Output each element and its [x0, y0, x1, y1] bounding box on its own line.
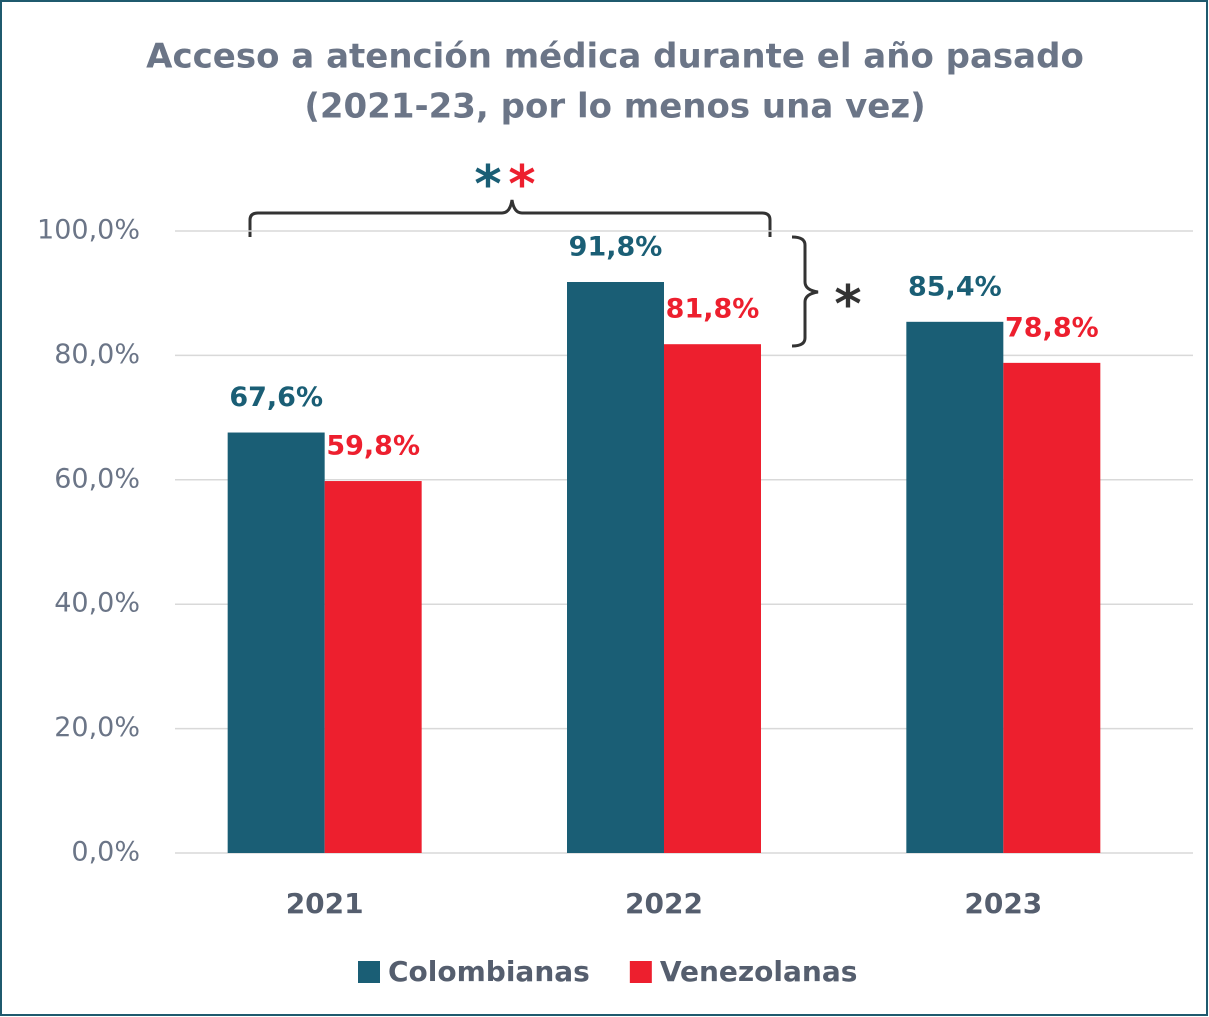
value-label: 81,8% — [666, 294, 760, 325]
x-tick-label: 2021 — [286, 887, 364, 920]
chart-title: Acceso a atención médica durante el año … — [146, 37, 1084, 77]
x-tick-label: 2022 — [625, 887, 703, 920]
bar — [906, 321, 1004, 853]
value-label: 67,6% — [229, 382, 323, 413]
bar — [324, 481, 422, 853]
y-tick-label: 0,0% — [71, 837, 140, 868]
bracket — [248, 199, 772, 237]
y-tick-label: 100,0% — [37, 215, 140, 246]
chart-title: (2021-23, por lo menos una vez) — [304, 87, 925, 127]
annotation: * — [508, 155, 535, 215]
annotation: * — [474, 155, 501, 215]
value-label: 85,4% — [908, 271, 1002, 302]
value-label: 59,8% — [326, 431, 420, 462]
value-label: 78,8% — [1005, 312, 1099, 343]
y-tick-label: 80,0% — [54, 339, 140, 370]
bracket — [791, 235, 819, 348]
legend-label: Venezolanas — [660, 955, 858, 988]
y-tick-label: 60,0% — [54, 463, 140, 494]
annotation: * — [834, 275, 861, 335]
legend-swatch — [629, 961, 652, 983]
legend-label: Colombianas — [388, 955, 590, 988]
value-label: 91,8% — [569, 232, 663, 263]
bar — [567, 282, 664, 853]
y-tick-label: 20,0% — [54, 712, 140, 743]
bar — [1003, 362, 1101, 853]
x-tick-label: 2023 — [964, 887, 1042, 920]
y-tick-label: 40,0% — [54, 588, 140, 619]
bar — [664, 344, 761, 853]
bar — [227, 432, 325, 853]
legend-swatch — [358, 961, 380, 983]
